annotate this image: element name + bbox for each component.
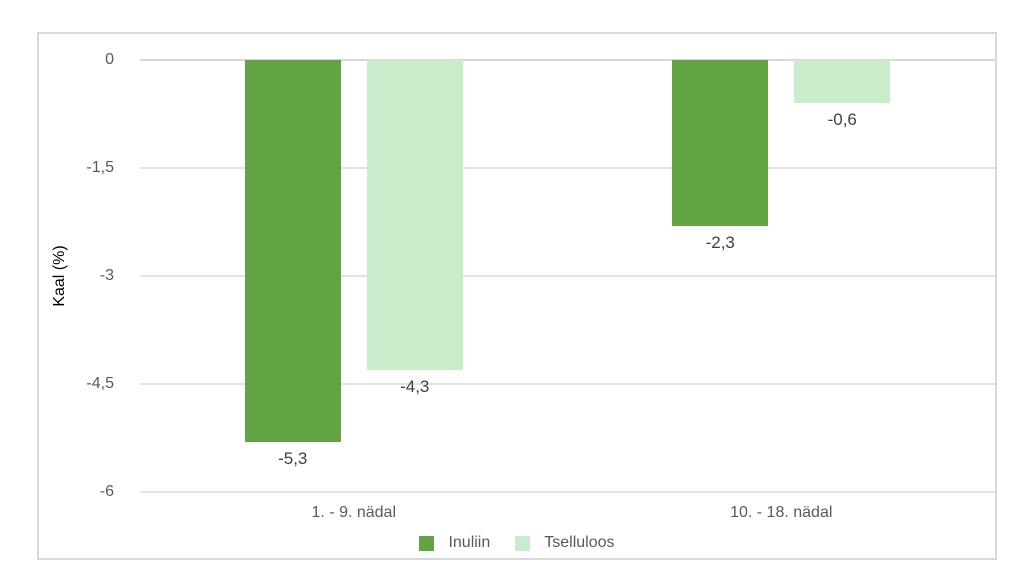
x-category-label: 1. - 9. nädal [311, 504, 397, 521]
legend-item-tselluloos: Tselluloos [515, 534, 615, 551]
y-tick-label: -3 [99, 267, 114, 284]
y-tick-label: -4,5 [86, 375, 114, 392]
legend-swatch-inuliin [419, 535, 435, 551]
legend-label: Inuliin [448, 534, 491, 551]
y-tick-label: 0 [105, 51, 114, 68]
gridline [140, 167, 995, 169]
bar-value-label: -0,6 [827, 110, 857, 130]
legend-item-inuliin: Inuliin [419, 535, 490, 551]
plot-area: Kaal (%) 0 -1,5 -3 -4,5 -6 -5,3 -2,3 -4,3 -0,6 1.… [51, 52, 995, 521]
y-tick-label: -6 [99, 483, 114, 500]
zero-gridline [140, 59, 995, 61]
bar-value-label: -4,3 [400, 376, 430, 396]
chart-frame: Kaal (%) 0 -1,5 -3 -4,5 -6 -5,3 -2,3 -4,3 -0,6 1.… [37, 32, 997, 560]
legend-swatch-tselluloos [515, 535, 531, 551]
gridline [140, 383, 995, 385]
legend-label: Tselluloos [544, 534, 615, 551]
gridline [140, 275, 995, 277]
gridline [140, 491, 995, 493]
bar-inuliin-0 [244, 60, 341, 442]
bar-tselluloos-0 [366, 60, 463, 370]
y-axis-title: Kaal (%) [51, 245, 68, 307]
bar-value-label: -2,3 [705, 232, 735, 252]
bar-inuliin-1 [672, 60, 769, 226]
x-category-label: 10. - 18. nädal [730, 504, 833, 521]
bar-value-label: -5,3 [278, 448, 308, 468]
y-tick-label: -1,5 [86, 159, 114, 176]
bar-tselluloos-1 [794, 60, 891, 104]
legend: Inuliin Tselluloos [39, 535, 995, 551]
